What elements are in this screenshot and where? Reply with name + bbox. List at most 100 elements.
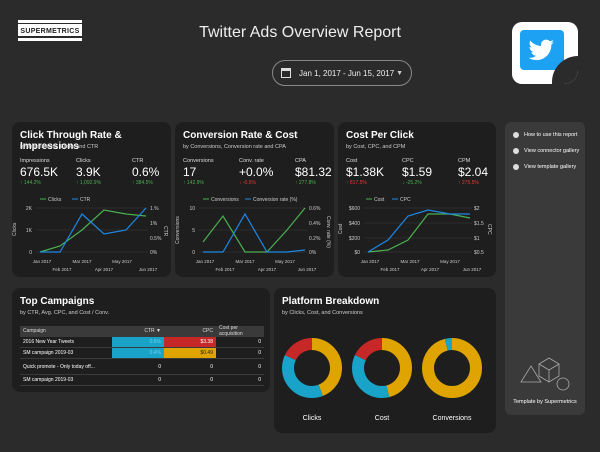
ctr-line-chart: Clicks CTR Clicks CTR 2K 1K 0 1.% 1% 0.5… — [12, 197, 168, 272]
cell-campaign: 2016 New Year Tweets — [23, 339, 75, 345]
cell-cpa: 0 — [258, 350, 261, 356]
y-axis-label-left: Conversions — [175, 216, 181, 244]
metric-label: Conv. rate — [239, 158, 264, 164]
table-row[interactable]: 2016 New Year Tweets 0.6% $3.38 0 — [20, 337, 264, 348]
shapes-illustration — [520, 357, 570, 391]
y-tick-right: $2 — [474, 206, 480, 212]
conversion-panel-title: Conversion Rate & Cost — [183, 130, 298, 141]
conversion-panel: Conversion Rate & Cost by Conversions, C… — [175, 122, 334, 277]
top-campaigns-panel: Top Campaigns by CTR, Avg. CPC, and Cost… — [12, 288, 270, 392]
table-row[interactable]: Quick promote - Only today off... 0 0 0 — [20, 359, 264, 375]
donut-slice — [282, 338, 342, 398]
page-title: Twitter Ads Overview Report — [199, 24, 401, 41]
link-icon — [513, 148, 519, 154]
donut-label-cost: Cost — [375, 415, 389, 422]
y-tick: 2K — [26, 206, 33, 212]
info-icon — [513, 132, 519, 138]
metric-ctr: CTR 0.6% ↑ 384.5% — [132, 158, 178, 186]
sidebar-item-template-gallery[interactable]: View template gallery — [513, 164, 585, 170]
platform-breakdown-panel: Platform Breakdown by Clicks, Cost, and … — [274, 288, 496, 433]
donut-slice — [282, 338, 342, 398]
x-tick: May 2017 — [275, 259, 295, 264]
cost-series-line — [367, 213, 471, 253]
x-tick: Feb 2017 — [380, 267, 400, 272]
table-row[interactable]: SM campaign 2019-03 0.4% $0.49 0 — [20, 348, 264, 359]
metric-value: 676.5K — [20, 165, 59, 179]
sidebar-item-label: View connector gallery — [524, 148, 580, 154]
col-ctr[interactable]: CTR ▼ — [144, 328, 161, 334]
x-tick: Feb 2017 — [215, 267, 235, 272]
x-tick: Jun 2017 — [463, 267, 482, 272]
col-campaign[interactable]: Campaign — [23, 328, 46, 334]
y-axis-label-left: Clicks — [12, 222, 18, 236]
x-tick: Apr 2017 — [421, 267, 440, 272]
metric-value: 17 — [183, 165, 197, 179]
ctr-panel-title: Click Through Rate & Impressions — [20, 130, 122, 152]
y-tick: $400 — [349, 221, 360, 227]
date-range-label: Jan 1, 2017 - Jun 15, 2017 — [299, 68, 395, 78]
x-tick: Apr 2017 — [95, 267, 114, 272]
metric-label: Conversions — [183, 158, 214, 164]
metric-delta: ↑ 1,092.9% — [76, 180, 102, 186]
y-axis-label-right: Conv. rate (%) — [325, 216, 331, 248]
date-range-picker[interactable]: Jan 1, 2017 - Jun 15, 2017 ▼ — [272, 60, 412, 86]
sidebar-item-how-to-use[interactable]: How to use this report — [513, 132, 585, 138]
twitter-bird-icon — [520, 30, 564, 70]
cell-cpc: $0.49 — [164, 348, 216, 358]
platform-donut-charts: Clicks Cost Conversions — [282, 338, 482, 422]
y-axis-label-right: CTR — [162, 226, 168, 237]
table-row[interactable]: SM campaign 2019-03 0 0 0 — [20, 375, 264, 386]
cell-ctr: 0.4% — [112, 348, 164, 358]
metric-label: CPC — [402, 158, 414, 164]
col-cpc[interactable]: CPC — [202, 328, 213, 334]
cell-campaign: Quick promote - Only today off... — [23, 363, 95, 370]
metric-label: CPA — [295, 158, 306, 164]
cpc-panel-subtitle: by Cost, CPC, and CPM — [346, 144, 406, 150]
sidebar-item-connector-gallery[interactable]: View connector gallery — [513, 148, 585, 154]
y-tick-right: 0.5% — [150, 236, 162, 242]
logo-text: SUPERMETRICS — [18, 27, 82, 36]
donut-label-conversions: Conversions — [433, 415, 472, 422]
calendar-icon — [281, 68, 291, 78]
metric-value: 0.6% — [132, 165, 160, 179]
cpc-panel: Cost Per Click by Cost, CPC, and CPM Cos… — [338, 122, 496, 277]
x-tick: May 2017 — [440, 259, 460, 264]
cpc-line-chart: Cost CPC Cost CPC $600 $400 $200 $0 $2 $… — [338, 197, 492, 272]
ctr-series-line — [40, 207, 147, 253]
cell-cpc: 0 — [210, 377, 213, 383]
metric-label: CTR — [132, 158, 144, 164]
cell-ctr: 0 — [158, 363, 161, 370]
sidebar-item-label: View template gallery — [524, 164, 577, 170]
y-tick-right: $1.5 — [474, 221, 484, 227]
chevron-down-icon: ▼ — [396, 69, 403, 77]
metric-delta: ↑ 275.5% — [458, 180, 479, 186]
metric-value: $81.32 — [295, 165, 332, 179]
x-tick: Mar 2017 — [72, 259, 92, 264]
metric-label: Impressions — [20, 158, 50, 164]
campaigns-table: Campaign CTR ▼ CPC Cost per acquisition … — [20, 325, 264, 386]
y-tick-right: $0.5 — [474, 250, 484, 256]
donut-slice — [352, 338, 412, 398]
y-tick-right: 0.2% — [309, 236, 321, 242]
metric-label: CPM — [458, 158, 471, 164]
y-tick: $0 — [354, 250, 360, 256]
cell-campaign: SM campaign 2019-03 — [23, 350, 74, 356]
conversion-metrics: Conversions 17 ↑ 142.9% Conv. rate +0.0%… — [183, 158, 341, 186]
template-credit: Template by Supermetrics — [513, 399, 577, 405]
metric-delta: ↑ 277.8% — [295, 180, 316, 186]
metric-conversions: Conversions 17 ↑ 142.9% — [183, 158, 229, 186]
metric-delta: ↑ 817.5% — [346, 180, 367, 186]
cpc-metrics: Cost $1.38K ↑ 817.5% CPC $1.59 ↓ -25.2% … — [346, 158, 504, 186]
metric-conv-rate: Conv. rate +0.0% ↓ -0.5% — [239, 158, 285, 186]
metric-delta: ↑ 384.5% — [132, 180, 153, 186]
grid-lines — [199, 207, 307, 253]
y-tick-right: 0.6% — [309, 206, 321, 212]
cell-campaign: SM campaign 2019-03 — [23, 377, 74, 383]
sidebar-item-label: How to use this report — [524, 132, 578, 138]
cell-cpc: $3.38 — [164, 337, 216, 347]
ctr-panel-subtitle: by Impressions, Clicks and CTR — [20, 144, 99, 150]
campaigns-title: Top Campaigns — [20, 296, 95, 307]
x-tick: Jun 2017 — [139, 267, 158, 272]
col-cpa[interactable]: Cost per acquisition — [219, 325, 243, 337]
metric-delta: ↑ 142.9% — [183, 180, 204, 186]
